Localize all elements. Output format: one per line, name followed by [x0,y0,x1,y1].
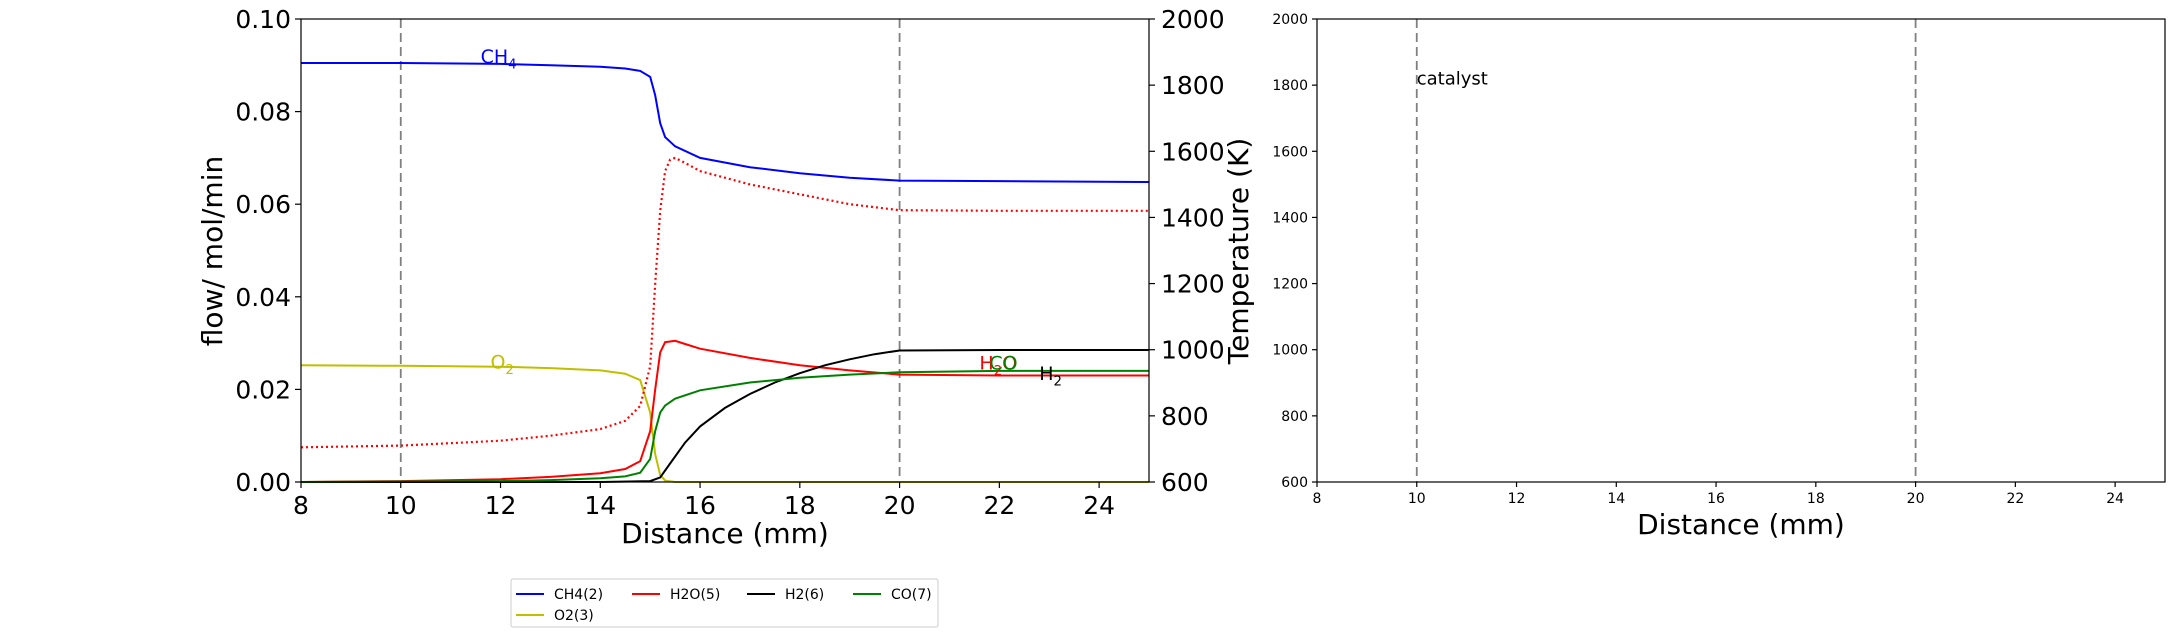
y-tick-label-right: 1400 [1272,210,1308,226]
y2-tick-label: 600 [1161,468,1209,497]
y-tick-label-right: 800 [1281,409,1308,425]
legend-item-h2o5: H2O(5) [632,587,720,603]
y2-tick-label: 1400 [1161,203,1225,232]
y-axis-label: flow/ mol/min [196,156,229,346]
legend-label: O2(3) [554,608,594,624]
temperature-chart: 8 10 12 14 16 18 20 22 24 600 800 1000 1200 1400 1600… [1272,12,2166,541]
legend-item-ch42: CH4(2) [516,587,603,603]
x-tick-label-right: 14 [1607,491,1625,507]
y-tick-label: 0.04 [235,283,291,312]
y-tick-label: 0.06 [235,190,291,219]
series-line-o2 [300,364,1149,483]
plot-frame-right [1316,18,2166,483]
x-tick-label-right: 18 [1807,491,1825,507]
y-tick-label-right: 1800 [1272,78,1308,94]
y-tick-label-right: 1000 [1272,343,1308,359]
series-annotation-ch4: CH4 [481,46,517,72]
legend-label: CH4(2) [554,587,603,603]
x-tick-label-right: 22 [2006,491,2024,507]
series-line-co [300,369,1149,483]
x-tick-label: 16 [684,491,716,520]
temperature-line [300,156,1149,449]
series-annotation-h2: H2 [1039,363,1062,389]
x-tick-label: 12 [485,491,517,520]
legend-label: H2(6) [785,587,824,603]
x-axis-label-right: Distance (mm) [1637,508,1845,541]
x-tick-label: 14 [584,491,616,520]
y-tick-label: 0.08 [235,98,291,127]
y2-tick-label: 800 [1161,402,1209,431]
y-tick-label: 0.10 [235,5,291,34]
x-tick-label: 20 [884,491,916,520]
y2-tick-label: 1600 [1161,137,1225,166]
x-tick-label-right: 12 [1508,491,1526,507]
plot-frame-left [300,18,1150,483]
legend-label: H2O(5) [670,587,720,603]
series-line-h2o [300,339,1149,483]
x-tick-label-right: 16 [1707,491,1725,507]
x-tick-label-right: 8 [1313,491,1322,507]
x-tick-label-right: 24 [2106,491,2124,507]
y2-tick-label: 1000 [1161,336,1225,365]
y-tick-label-right: 1200 [1272,277,1308,293]
x-tick-label: 10 [385,491,417,520]
y2-axis-label: Temperature (K) [1222,138,1255,365]
x-tick-label: 18 [784,491,816,520]
series-annotation-h2o: H2O [979,353,1017,379]
x-tick-label-right: 10 [1408,491,1426,507]
legend-item-h26: H2(6) [747,587,824,603]
y2-tick-label: 2000 [1161,5,1225,34]
y-tick-label: 0.02 [235,375,291,404]
y-tick-label-right: 2000 [1272,12,1308,28]
x-tick-label: 8 [293,491,309,520]
y2-tick-label: 1800 [1161,71,1225,100]
x-tick-label: 24 [1083,491,1115,520]
legend-item-co7: CO(7) [853,587,932,603]
y2-tick-label: 1200 [1161,270,1225,299]
x-tick-label-right: 20 [1907,491,1925,507]
y-tick-label-right: 1600 [1272,144,1308,160]
y-tick-label: 0.00 [235,468,291,497]
catalyst-label: catalyst [1417,69,1488,90]
series-line-h2 [301,349,1149,483]
x-axis-label: Distance (mm) [621,517,829,550]
flow-temperature-chart: 8 10 12 14 16 18 20 22 24 0.00 0.02 0.04 0.06 0.08 0.… [196,5,1255,550]
legend-item-o23: O2(3) [516,608,594,624]
x-tick-label: 22 [983,491,1015,520]
legend: CH4(2) H2O(5) H2(6) CO(7) O2(3) [510,578,939,628]
legend-box [510,578,939,628]
y-tick-label-right: 600 [1281,475,1308,491]
series-line-ch4 [301,62,1150,183]
series-annotation-co: CO [989,353,1017,375]
legend-label: CO(7) [891,587,932,603]
series-annotation-o2: O2 [491,352,514,378]
